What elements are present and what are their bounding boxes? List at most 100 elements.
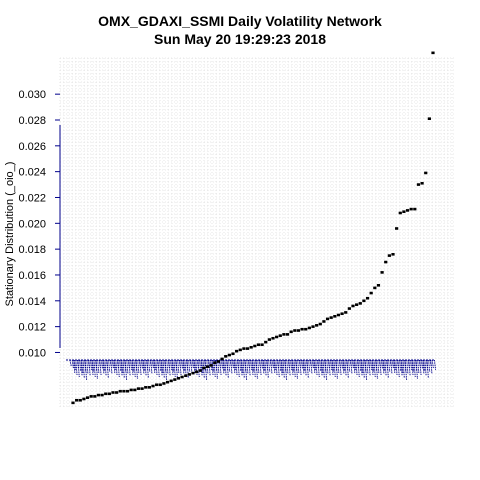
node-label-mark: [123, 360, 124, 378]
node-label-mark: [145, 360, 146, 376]
data-point: [206, 365, 209, 368]
data-point: [195, 371, 198, 374]
node-label-mark: [385, 360, 386, 376]
node-label-mark: [212, 360, 213, 375]
node-label-mark: [305, 360, 306, 376]
data-point: [380, 271, 383, 274]
data-point: [384, 261, 387, 264]
data-point: [151, 385, 154, 388]
node-label-mark: [72, 360, 73, 368]
data-point: [322, 320, 325, 323]
node-label-mark: [114, 360, 115, 370]
data-point: [370, 292, 373, 295]
node-label-mark: [345, 360, 346, 376]
data-point: [286, 333, 289, 336]
node-label-mark: [338, 360, 339, 373]
node-label-mark: [318, 360, 319, 377]
data-point: [308, 327, 311, 330]
data-point: [282, 333, 285, 336]
data-point: [228, 354, 231, 357]
node-label-mark: [118, 360, 119, 377]
node-label-mark: [387, 360, 388, 378]
data-point: [100, 394, 103, 397]
node-label-mark: [149, 360, 150, 372]
node-label-mark: [290, 360, 291, 370]
y-tick-label: 0.030: [18, 89, 46, 101]
y-tick-label: 0.014: [18, 296, 46, 308]
node-label-mark: [374, 360, 375, 377]
data-point: [410, 208, 413, 211]
data-point: [184, 374, 187, 377]
data-point: [420, 182, 423, 185]
data-point: [431, 52, 434, 55]
data-point: [377, 284, 380, 287]
node-label-mark: [316, 360, 317, 375]
data-point: [388, 254, 391, 257]
data-point: [202, 367, 205, 370]
node-label-mark: [425, 360, 426, 376]
node-label-mark: [250, 360, 251, 370]
node-label-mark: [134, 360, 135, 377]
node-label-mark: [105, 360, 106, 376]
node-label-mark: [122, 360, 123, 373]
node-label-mark: [116, 360, 117, 375]
data-point: [264, 341, 267, 344]
node-label-mark: [78, 360, 79, 377]
y-tick-label: 0.022: [18, 192, 46, 204]
data-point: [300, 328, 303, 331]
node-label-mark: [245, 360, 246, 372]
data-point: [199, 369, 202, 372]
node-label-mark: [431, 360, 432, 374]
y-tick-label: 0.012: [18, 322, 46, 334]
node-label-mark: [194, 360, 195, 370]
node-label-mark: [380, 360, 381, 375]
node-label-mark: [363, 360, 364, 378]
y-axis-label: Stationary Distribution (_oio_): [4, 162, 16, 307]
node-label-mark: [314, 360, 315, 373]
node-label-mark: [311, 360, 312, 374]
data-point: [417, 183, 420, 186]
node-label-mark: [392, 360, 393, 368]
data-point: [170, 380, 173, 383]
data-point: [362, 300, 365, 303]
node-label-mark: [403, 360, 404, 378]
node-label-mark: [221, 360, 222, 369]
data-point: [188, 373, 191, 376]
data-point: [246, 347, 249, 350]
node-label-mark: [90, 360, 91, 370]
node-label-mark: [243, 360, 244, 378]
data-point: [82, 398, 85, 401]
node-label-mark: [421, 360, 422, 369]
node-label-mark: [141, 360, 142, 369]
data-point: [104, 392, 107, 395]
data-point: [144, 386, 147, 389]
node-label-mark: [185, 360, 186, 376]
data-point: [330, 316, 333, 319]
data-point: [319, 323, 322, 326]
data-point: [162, 382, 165, 385]
data-point: [297, 329, 300, 332]
node-label-mark: [410, 360, 411, 370]
node-label-mark: [330, 360, 331, 370]
node-label-mark: [140, 360, 141, 375]
y-tick-label: 0.028: [18, 115, 46, 127]
data-point: [71, 402, 74, 405]
node-label-mark: [92, 360, 93, 375]
node-label-mark: [394, 360, 395, 370]
node-label-mark: [163, 360, 164, 378]
data-point: [275, 336, 278, 339]
node-label-mark: [434, 360, 435, 370]
data-point: [79, 399, 82, 402]
node-label-mark: [283, 360, 284, 378]
node-label-mark: [307, 360, 308, 378]
node-label-mark: [181, 360, 182, 369]
node-label-mark: [427, 360, 428, 378]
data-point: [148, 386, 151, 389]
data-point: [402, 210, 405, 213]
data-point: [231, 352, 234, 355]
data-point: [311, 325, 314, 328]
node-label-mark: [332, 360, 333, 375]
data-point: [293, 329, 296, 332]
data-point: [242, 347, 245, 350]
node-label-mark: [260, 360, 261, 375]
